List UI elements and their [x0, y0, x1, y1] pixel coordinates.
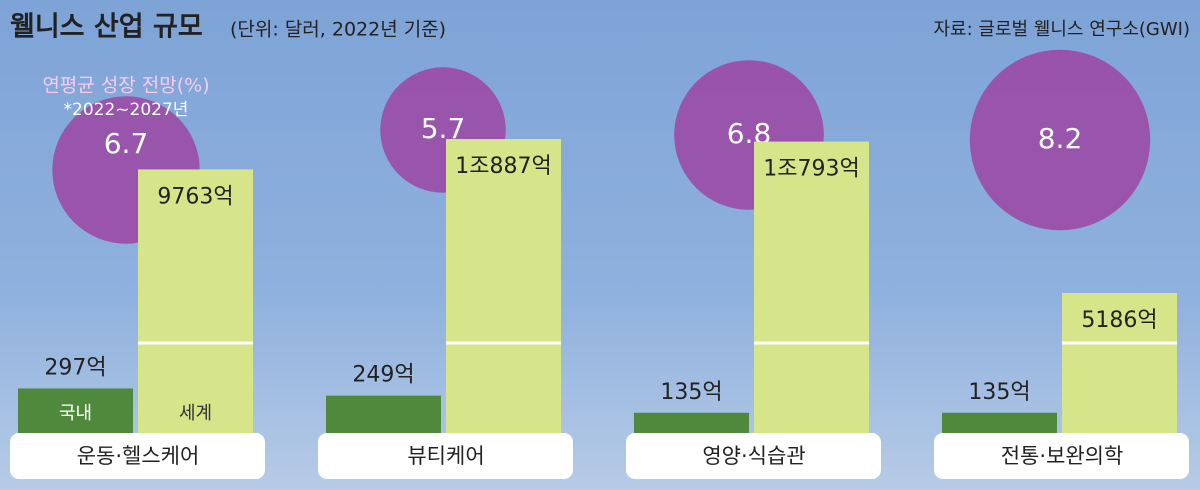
bar — [18, 388, 133, 433]
x-tick-label: 영양·식습관 — [702, 444, 805, 468]
category-pill — [626, 433, 881, 479]
growth-label: 8.2 — [1038, 122, 1083, 155]
x-tick-label: 전통·보완의학 — [1001, 444, 1124, 468]
bar — [138, 169, 253, 434]
bar — [754, 141, 869, 434]
chart-title: 웰니스 산업 규모 — [10, 12, 203, 43]
bar — [446, 139, 561, 433]
bar — [326, 395, 441, 433]
bar — [1062, 292, 1177, 433]
value-label: 1조887억 — [455, 154, 551, 179]
legend-label: 세계 — [179, 403, 212, 424]
value-label: 135억 — [660, 380, 722, 405]
bar — [634, 412, 749, 433]
category-pill — [10, 433, 265, 479]
value-label: 1조793억 — [763, 157, 859, 182]
category-pill — [318, 433, 573, 479]
source: 자료: 글로벌 웰니스 연구소(GWI) — [934, 19, 1191, 40]
value-label: 135억 — [968, 380, 1030, 405]
growth-note: *2022~2027년 — [64, 100, 189, 120]
x-tick-label: 뷰티케어 — [407, 444, 484, 468]
value-label: 5186억 — [1081, 308, 1157, 333]
legend-label: 국내 — [59, 403, 92, 424]
category-pill — [934, 433, 1189, 479]
x-tick-label: 운동·헬스케어 — [77, 444, 200, 468]
growth-label: 6.7 — [104, 127, 149, 160]
value-label: 9763억 — [157, 184, 233, 209]
value-label: 297억 — [44, 355, 106, 380]
value-label: 249억 — [352, 363, 414, 388]
bar — [942, 412, 1057, 433]
growth-circle — [969, 49, 1151, 231]
chart-subtitle: (단위: 달러, 2022년 기준) — [230, 19, 446, 41]
growth-title: 연평균 성장 전망(%) — [42, 75, 209, 97]
